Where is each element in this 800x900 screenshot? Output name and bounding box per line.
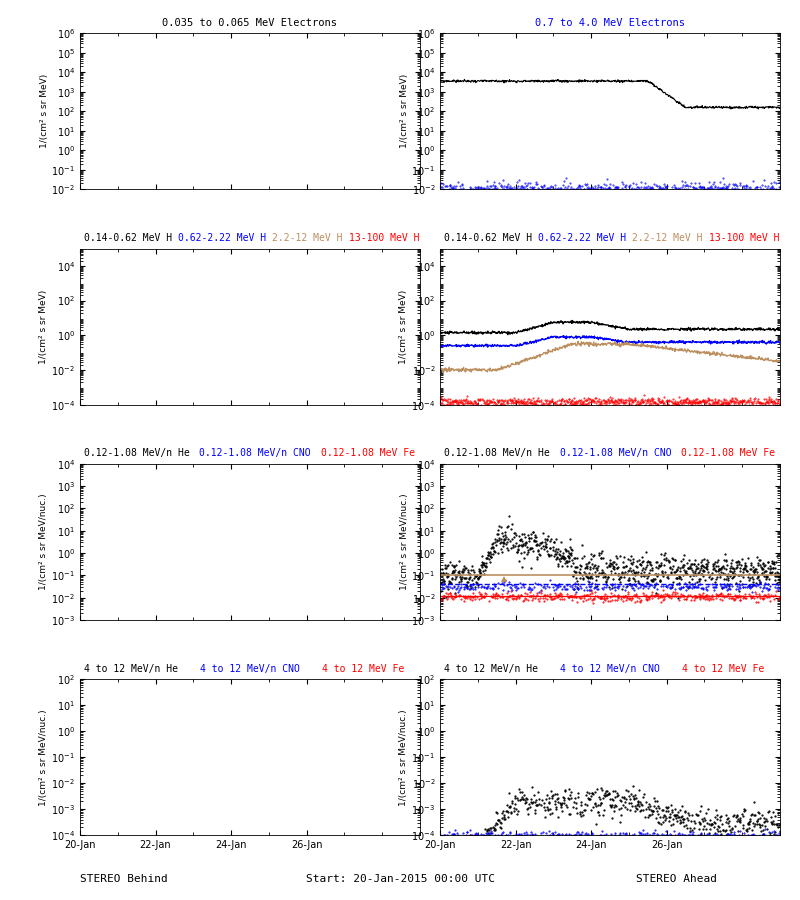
Text: STEREO Behind: STEREO Behind [80, 874, 168, 884]
Text: 0.12-1.08 MeV/n CNO: 0.12-1.08 MeV/n CNO [199, 448, 311, 458]
Y-axis label: 1/(cm² s sr MeV): 1/(cm² s sr MeV) [400, 74, 409, 148]
Y-axis label: 1/(cm² s sr MeV/nuc.): 1/(cm² s sr MeV/nuc.) [39, 493, 48, 590]
Text: STEREO Ahead: STEREO Ahead [635, 874, 717, 884]
Text: 4 to 12 MeV/n He: 4 to 12 MeV/n He [84, 664, 178, 674]
Y-axis label: 1/(cm² s sr MeV): 1/(cm² s sr MeV) [39, 290, 48, 364]
Text: 0.12-1.08 MeV/n He: 0.12-1.08 MeV/n He [84, 448, 190, 458]
Y-axis label: 1/(cm² s sr MeV/nuc.): 1/(cm² s sr MeV/nuc.) [399, 709, 408, 806]
Text: 4 to 12 MeV/n CNO: 4 to 12 MeV/n CNO [560, 664, 660, 674]
Text: Start: 20-Jan-2015 00:00 UTC: Start: 20-Jan-2015 00:00 UTC [306, 874, 494, 884]
Text: 0.62-2.22 MeV H: 0.62-2.22 MeV H [178, 233, 266, 243]
Text: 4 to 12 MeV Fe: 4 to 12 MeV Fe [682, 664, 765, 674]
Text: 0.7 to 4.0 MeV Electrons: 0.7 to 4.0 MeV Electrons [535, 18, 685, 28]
Text: 2.2-12 MeV H: 2.2-12 MeV H [632, 233, 703, 243]
Text: 0.62-2.22 MeV H: 0.62-2.22 MeV H [538, 233, 626, 243]
Text: 13-100 MeV H: 13-100 MeV H [349, 233, 420, 243]
Text: 0.12-1.08 MeV/n He: 0.12-1.08 MeV/n He [444, 448, 550, 458]
Text: 0.035 to 0.065 MeV Electrons: 0.035 to 0.065 MeV Electrons [162, 18, 338, 28]
Text: 0.12-1.08 MeV/n CNO: 0.12-1.08 MeV/n CNO [560, 448, 671, 458]
Text: 13-100 MeV H: 13-100 MeV H [710, 233, 780, 243]
Text: 2.2-12 MeV H: 2.2-12 MeV H [272, 233, 342, 243]
Y-axis label: 1/(cm² s sr MeV): 1/(cm² s sr MeV) [399, 290, 408, 364]
Y-axis label: 1/(cm² s sr MeV/nuc.): 1/(cm² s sr MeV/nuc.) [399, 493, 409, 590]
Y-axis label: 1/(cm² s sr MeV/nuc.): 1/(cm² s sr MeV/nuc.) [39, 709, 48, 806]
Text: 4 to 12 MeV/n He: 4 to 12 MeV/n He [444, 664, 538, 674]
Text: 4 to 12 MeV Fe: 4 to 12 MeV Fe [322, 664, 404, 674]
Text: 0.12-1.08 MeV Fe: 0.12-1.08 MeV Fe [321, 448, 414, 458]
Text: 0.14-0.62 MeV H: 0.14-0.62 MeV H [444, 233, 532, 243]
Text: 0.12-1.08 MeV Fe: 0.12-1.08 MeV Fe [681, 448, 775, 458]
Y-axis label: 1/(cm² s sr MeV): 1/(cm² s sr MeV) [39, 74, 49, 148]
Text: 0.14-0.62 MeV H: 0.14-0.62 MeV H [84, 233, 172, 243]
Text: 4 to 12 MeV/n CNO: 4 to 12 MeV/n CNO [200, 664, 299, 674]
